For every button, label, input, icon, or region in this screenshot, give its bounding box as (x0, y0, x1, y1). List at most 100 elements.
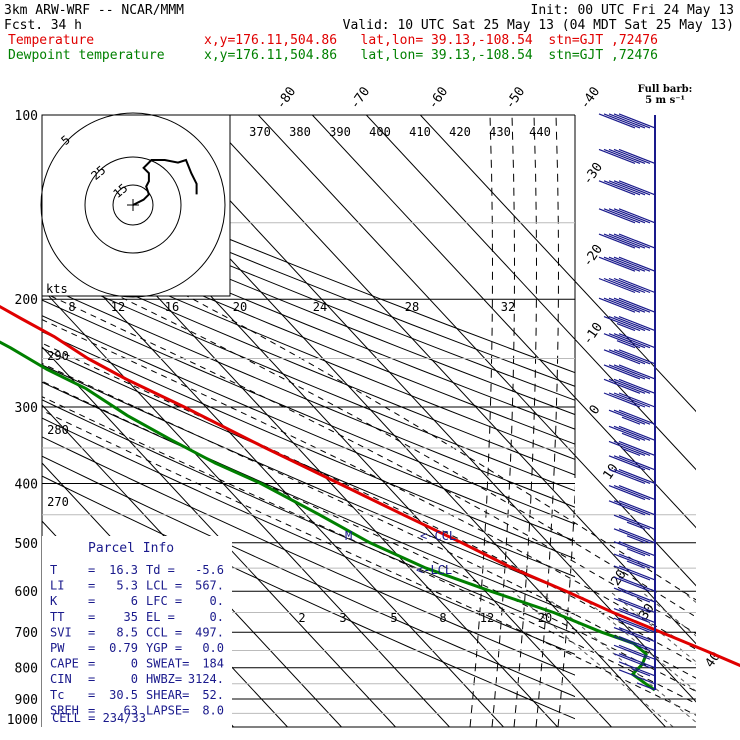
mixing-ratio-upper-24: 24 (313, 300, 327, 314)
parcel-value: 63 (124, 703, 138, 717)
isotherm-10 (203, 115, 696, 645)
mixing-ratio-lower-5: 5 (390, 611, 397, 625)
parcel-eq: = (88, 703, 95, 717)
mixing-ratio-upper-12: 12 (111, 300, 125, 314)
parcel-label: LFC = (146, 594, 182, 608)
parcel-row: PW = 0.79 YGP = 0.0 (50, 641, 224, 655)
marker-m: M (345, 529, 352, 543)
isotherm-label-right-4: 10 (600, 461, 621, 482)
pressure-label-400: 400 (15, 477, 38, 492)
parcel-value: 184 (202, 657, 224, 671)
mixing-ratio-12 (640, 590, 696, 637)
isotherm-label-right-1: -20 (580, 242, 606, 270)
barb-key-title: Full barb: (638, 84, 693, 95)
grid-labels: -80-70-60-50-40-30-20-100102030403703803… (47, 84, 724, 670)
parcel-eq: = (88, 610, 95, 624)
parcel-value: 567. (195, 579, 224, 593)
wind-barb (598, 113, 656, 129)
parcel-value: 5.3 (116, 579, 138, 593)
wind-barb (608, 485, 656, 501)
theta-e-line-1 (491, 115, 516, 727)
forecast-label: Fcst. (4, 18, 43, 33)
parcel-eq: = (88, 579, 95, 593)
wind-barb (598, 297, 656, 313)
parcel-eq: = (88, 625, 95, 639)
parcel-row: K = 6 LFC = 0. (50, 594, 224, 608)
parcel-eq: = (88, 563, 95, 577)
wind-barb (598, 256, 656, 272)
wind-barb (613, 576, 656, 592)
theta-label-430: 430 (489, 125, 511, 139)
model-title: 3km ARW-WRF -- NCAR/MMM (4, 3, 184, 18)
pressure-label-200: 200 (15, 293, 38, 308)
moist-adiabat-0 (42, 409, 696, 716)
parcel-eq: = (88, 641, 95, 655)
parcel-row: Tc = 30.5 SHEAR= 52. (50, 688, 224, 702)
wind-barb (613, 653, 656, 669)
theta-e-line-4 (557, 483, 575, 727)
moist-adiabat-28 (42, 258, 696, 618)
wind-barb (603, 378, 656, 394)
moist-adiabat-4 (42, 396, 696, 705)
isotherm-40 (365, 115, 696, 471)
isotherm-label-top-3: -50 (503, 84, 529, 112)
parcel-value: 52. (202, 688, 224, 702)
pressure-label-100: 100 (15, 109, 38, 124)
parcel-row: LI = 5.3 LCL = 567. (50, 579, 224, 593)
mixing-ratio-upper-8: 8 (68, 300, 75, 314)
mixing-ratio-lower-2: 2 (298, 611, 305, 625)
profiles (0, 304, 740, 692)
parcel-row: CIN = 0 HWBZ= 3124. (50, 672, 224, 686)
dewpoint-legend: Dewpoint temperature (8, 48, 165, 63)
wind-barb (608, 409, 656, 425)
mixing-ratio-lower-12: 12 (480, 611, 494, 625)
parcel-value: -5.6 (195, 563, 224, 577)
isotherm-label-right-5: 20 (608, 567, 629, 588)
isotherm-label-top-1: -70 (348, 84, 374, 112)
wind-barb (613, 617, 656, 633)
isotherm-label-right-0: -30 (580, 160, 606, 188)
wind-barb (613, 607, 656, 624)
theta-label-400: 400 (369, 125, 391, 139)
wind-barb (598, 148, 656, 165)
theta-label-380: 380 (289, 125, 311, 139)
parcel-label: SWEAT= (146, 657, 189, 671)
mixing-ratio-upper-32: 32 (501, 300, 515, 314)
mixing-ratio-8 (609, 590, 696, 663)
parcel-label: TT (50, 610, 64, 624)
mixing-ratio-lower-20: 20 (538, 611, 552, 625)
pressure-label-600: 600 (15, 585, 38, 600)
wind-barb (613, 635, 656, 652)
parcel-label: CAPE (50, 657, 79, 671)
marker-ccl: <-CCL (420, 529, 456, 543)
isotherm-0 (149, 115, 696, 703)
parcel-label: T (50, 563, 57, 577)
parcel-label: PW (50, 641, 65, 655)
parcel-value: 35 (124, 610, 138, 624)
parcel-label: LI (50, 579, 64, 593)
parcel-eq: = (88, 672, 95, 686)
parcel-value: 8.5 (116, 625, 138, 639)
wind-barb (603, 349, 656, 365)
wind-barb (636, 682, 656, 691)
theta-label-390: 390 (329, 125, 351, 139)
parcel-label: YGP = (146, 641, 182, 655)
parcel-value: 0. (210, 594, 224, 608)
parcel-label: SVI (50, 625, 72, 639)
parcel-row: T = 16.3 Td = -5.6 (50, 563, 224, 577)
pressure-label-300: 300 (15, 401, 38, 416)
mixing-ratio-upper-28: 28 (405, 300, 419, 314)
parcel-value: 8.0 (202, 703, 224, 717)
parcel-cell: CELL = 234/33 (52, 711, 146, 725)
wind-barb (608, 425, 656, 441)
isotherm-50 (419, 115, 696, 413)
isotherm--50 (42, 288, 450, 727)
mixing-ratio-upper-16: 16 (165, 300, 179, 314)
temperature-legend: Temperature (8, 33, 94, 48)
theta-left-label-280: 280 (47, 423, 69, 437)
parcel-info-panel: Parcel Info T = 16.3 Td = -5.6 LI = 5.3 LCL = 567… (42, 536, 232, 728)
isotherm--40 (42, 230, 504, 727)
parcel-row: SREH = 63 LAPSE= 8.0 (50, 703, 224, 717)
theta-label-370: 370 (249, 125, 271, 139)
mixing-ratio-lower-3: 3 (339, 611, 346, 625)
